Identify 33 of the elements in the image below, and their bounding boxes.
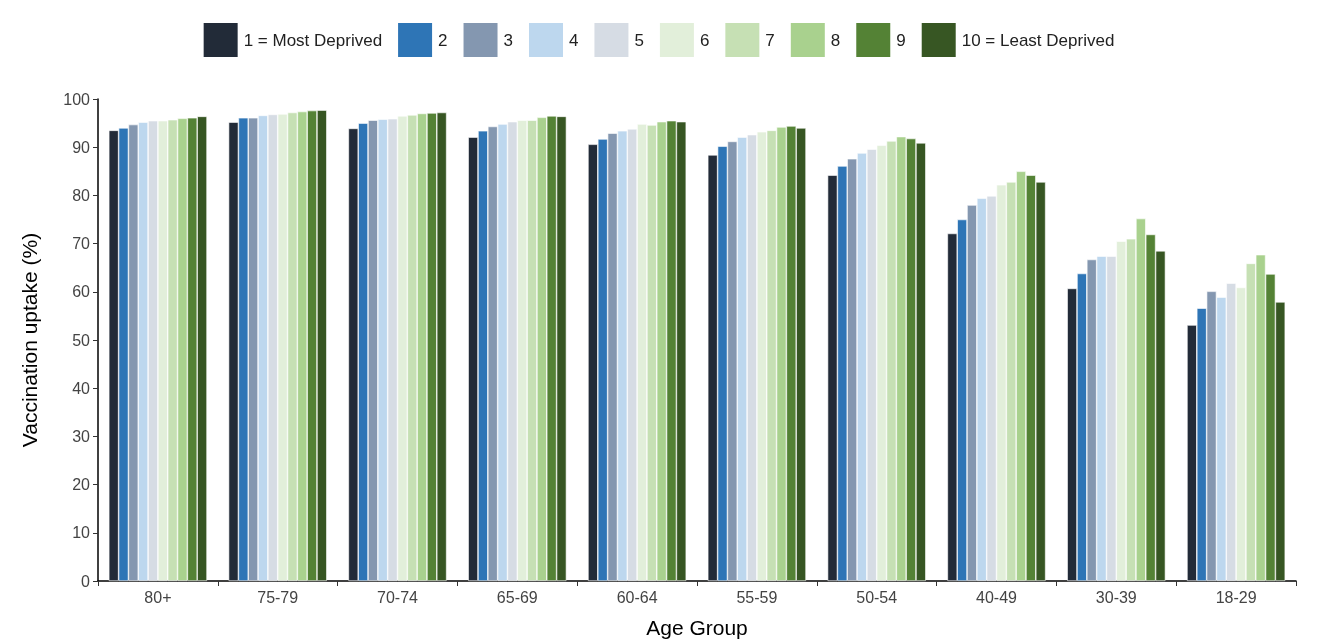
x-axis-title: Age Group: [646, 616, 748, 639]
legend-label: 2: [438, 30, 448, 50]
y-tick-label: 80: [72, 186, 91, 204]
y-tick-label: 30: [72, 427, 91, 445]
legend-label: 4: [568, 30, 579, 50]
y-tick-label: 70: [72, 235, 91, 253]
legend-label: 5: [634, 30, 644, 50]
x-tick-label: 80+: [144, 588, 172, 606]
y-tick-label: 60: [72, 283, 91, 301]
y-tick-label: 0: [81, 572, 91, 590]
y-tick-label: 10: [72, 524, 91, 542]
legend-label: 3: [503, 30, 513, 50]
legend-label: 1 = Most Deprived: [243, 30, 383, 50]
x-tick-label: 55-59: [736, 588, 778, 606]
y-tick-label: 50: [72, 331, 91, 349]
legend-label: 7: [765, 30, 775, 50]
legend-label: 8: [830, 30, 841, 50]
x-tick-label: 40-49: [976, 588, 1018, 606]
x-tick-label: 75-79: [257, 588, 299, 606]
y-tick-label: 90: [72, 138, 91, 156]
legend-label: 10 = Least Deprived: [961, 30, 1115, 50]
x-tick-label: 30-39: [1095, 588, 1137, 606]
y-tick-label: 40: [72, 379, 91, 397]
x-tick-label: 50-54: [856, 588, 898, 606]
x-tick-label: 60-64: [616, 588, 658, 606]
legend-label: 6: [699, 30, 710, 50]
x-tick-label: 18-29: [1215, 588, 1257, 606]
x-tick-label: 70-74: [377, 588, 419, 606]
y-tick-label: 100: [63, 90, 91, 108]
y-axis-title: Vaccination uptake (%): [18, 232, 41, 448]
y-tick-label: 20: [72, 476, 91, 494]
x-tick-label: 65-69: [496, 588, 538, 606]
legend-label: 9: [896, 30, 906, 50]
